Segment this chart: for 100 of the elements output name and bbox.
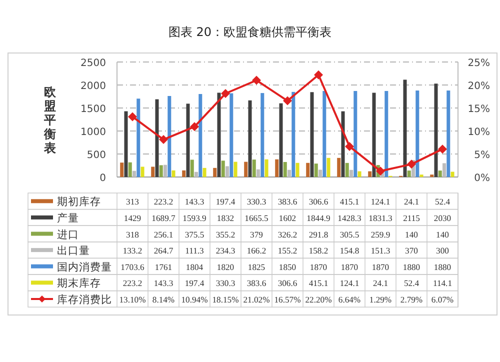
bar <box>202 168 206 177</box>
data-label: 1428.3 <box>338 212 362 223</box>
data-label: 1850 <box>278 262 296 272</box>
data-label: 330.3 <box>216 278 236 288</box>
bar <box>358 171 362 177</box>
data-label: 16.57% <box>274 294 301 304</box>
point <box>438 144 447 154</box>
data-label: 383.6 <box>278 196 298 207</box>
point <box>221 89 230 98</box>
bar <box>172 170 176 177</box>
chart-title: 图表 20：欧盟食糖供需平衡表 <box>168 25 332 39</box>
bar <box>322 90 326 177</box>
bar <box>164 164 168 177</box>
bar <box>310 92 314 177</box>
data-label: 6.64% <box>338 294 361 304</box>
data-label: 1703.6 <box>120 262 146 272</box>
bar <box>194 172 198 177</box>
y2-tick-label: 0% <box>474 173 490 184</box>
data-label: 1870 <box>340 262 358 272</box>
bar <box>256 169 260 177</box>
bar <box>168 96 172 177</box>
point <box>159 135 168 144</box>
legend-label: 进口 <box>57 228 79 241</box>
data-label: 197.4 <box>184 278 205 288</box>
point <box>283 96 292 106</box>
data-label: 1880 <box>434 262 452 272</box>
legend-label: 期末库存 <box>57 276 101 290</box>
data-label: 8.14% <box>152 294 175 304</box>
bar <box>155 99 159 177</box>
data-label: 140 <box>405 229 418 240</box>
data-label: 13.10% <box>119 294 146 304</box>
data-label: 415.1 <box>308 278 328 288</box>
bar <box>438 170 442 177</box>
bar <box>275 159 279 177</box>
data-label: 256.1 <box>154 229 174 240</box>
y-tick-label: 1000 <box>80 127 106 138</box>
data-label: 383.6 <box>246 278 267 288</box>
data-label: 375.5 <box>184 229 204 240</box>
data-label: 52.4 <box>434 196 451 207</box>
data-label: 1870 <box>372 262 390 272</box>
data-label: 370 <box>405 246 418 256</box>
data-label: 305.5 <box>340 229 360 240</box>
data-label: 313 <box>126 196 139 207</box>
data-label: 114.1 <box>432 278 452 288</box>
data-label: 355.2 <box>216 229 236 240</box>
bar <box>226 166 230 177</box>
data-label: 133.2 <box>122 246 142 256</box>
legend-label: 库存消费比 <box>57 292 112 306</box>
data-label: 306.6 <box>278 278 298 288</box>
bar <box>296 162 300 177</box>
bar <box>230 93 234 177</box>
data-label: 2030 <box>434 212 452 223</box>
data-label: 1825 <box>248 262 266 272</box>
bar <box>450 172 454 177</box>
data-label: 10.94% <box>181 294 208 304</box>
data-label: 1832 <box>216 212 234 223</box>
data-label: 143.3 <box>154 278 174 288</box>
y2-tick-label: 10% <box>468 127 490 138</box>
bar <box>213 168 217 177</box>
bar <box>132 170 136 177</box>
data-label: 1602 <box>278 212 296 223</box>
bar <box>234 162 238 177</box>
data-label: 1880 <box>402 262 420 272</box>
bar <box>442 163 446 177</box>
bar <box>136 98 140 177</box>
bar <box>244 162 248 177</box>
bar <box>217 92 221 177</box>
data-label: 22.20% <box>305 294 332 304</box>
data-label: 154.8 <box>340 246 360 256</box>
bar <box>159 165 163 177</box>
data-label: 52.4 <box>404 278 420 288</box>
bar <box>337 158 341 177</box>
data-label: 18.15% <box>212 294 239 304</box>
bar <box>252 160 256 177</box>
bar <box>264 159 268 177</box>
bar <box>326 158 330 177</box>
y2-tick-label: 15% <box>468 104 490 115</box>
data-label: 1593.9 <box>182 212 206 223</box>
bar <box>318 170 322 177</box>
point <box>376 166 385 176</box>
bar <box>345 162 349 177</box>
data-label: 2115 <box>403 212 420 223</box>
data-label: 24.1 <box>372 278 388 288</box>
data-label: 151.3 <box>370 246 390 256</box>
data-label: 6.07% <box>431 294 454 304</box>
data-label: 259.9 <box>370 229 390 240</box>
legend-label: 产量 <box>57 211 79 224</box>
bar <box>434 84 438 177</box>
y2-tick-label: 20% <box>468 81 490 92</box>
data-label: 1844.9 <box>306 212 330 223</box>
data-label: 1.29% <box>369 294 392 304</box>
data-label: 1804 <box>186 262 204 272</box>
bar <box>186 104 190 177</box>
data-label: 1761 <box>154 262 172 272</box>
y-tick-label: 2500 <box>80 58 106 69</box>
point <box>314 70 323 80</box>
data-label: 2.79% <box>400 294 423 304</box>
bar <box>314 164 318 177</box>
data-label: 1831.3 <box>368 212 392 223</box>
bar <box>407 170 411 177</box>
